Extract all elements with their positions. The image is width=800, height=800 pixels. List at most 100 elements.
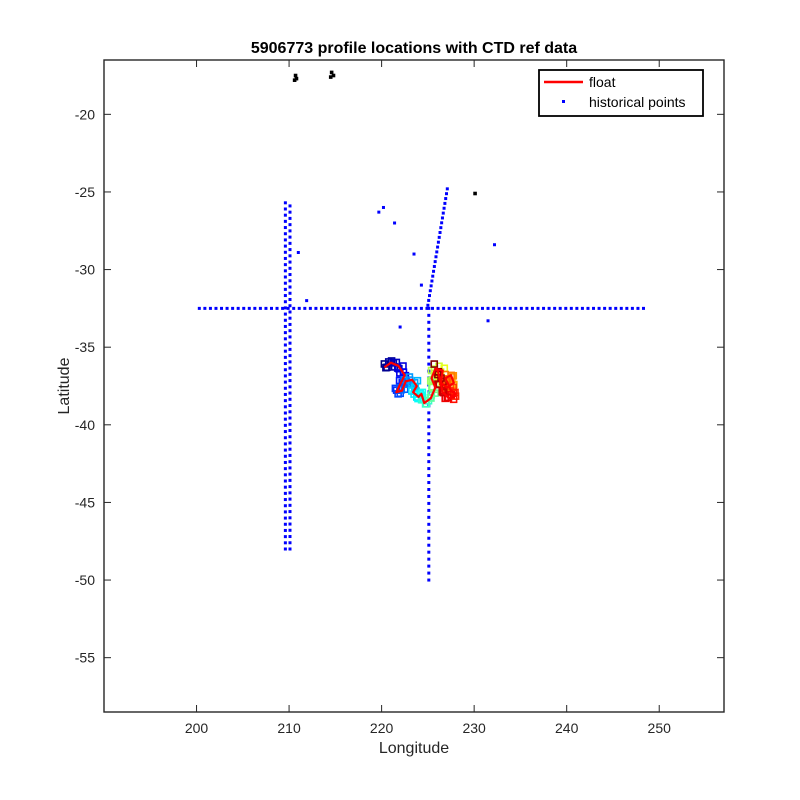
historical-point <box>434 255 438 259</box>
historical-point <box>283 263 287 267</box>
historical-point <box>283 479 287 483</box>
historical-point <box>427 348 431 352</box>
historical-point <box>530 306 534 310</box>
historical-point <box>428 294 431 298</box>
historical-point <box>288 322 292 326</box>
historical-point <box>288 366 292 370</box>
historical-point <box>364 306 368 310</box>
historical-point <box>427 578 431 582</box>
historical-point <box>283 232 287 236</box>
plot-frame <box>103 59 725 713</box>
historical-point <box>288 447 292 451</box>
historical-point <box>283 219 287 223</box>
y-tick-label: -55 <box>75 650 95 666</box>
historical-point <box>283 535 287 539</box>
historical-point <box>427 334 431 338</box>
historical-point <box>469 306 473 310</box>
historical-point <box>297 306 301 310</box>
y-tick-label: -20 <box>75 106 95 122</box>
land-point <box>473 191 477 196</box>
historical-point <box>288 497 292 501</box>
historical-point <box>427 425 431 429</box>
historical-point <box>288 428 292 432</box>
y-axis-label: Latitude <box>56 357 73 414</box>
historical-point <box>288 273 292 277</box>
historical-point <box>569 306 573 310</box>
historical-point <box>283 528 287 532</box>
historical-point <box>427 298 431 302</box>
historical-point <box>288 547 292 551</box>
historical-point <box>288 304 292 308</box>
historical-point <box>525 306 529 310</box>
y-tick-label: -45 <box>75 494 95 510</box>
historical-point <box>430 279 434 283</box>
historical-point <box>288 254 292 258</box>
profile-marker <box>430 360 439 368</box>
historical-point <box>288 397 292 401</box>
historical-point <box>283 417 287 421</box>
historical-point <box>283 467 287 471</box>
historical-point <box>347 306 351 310</box>
historical-point <box>412 252 416 256</box>
historical-point <box>325 306 329 310</box>
y-tick-label: -40 <box>75 417 95 433</box>
historical-point <box>440 216 444 220</box>
historical-point <box>253 306 257 310</box>
y-tick-label: -50 <box>75 572 95 588</box>
historical-point <box>398 325 402 329</box>
historical-point <box>288 528 292 532</box>
x-tick-label: 250 <box>648 720 672 736</box>
historical-point <box>493 243 497 247</box>
historical-point <box>283 244 287 248</box>
historical-point <box>288 541 292 545</box>
historical-point <box>331 306 335 310</box>
historical-point <box>283 355 287 359</box>
historical-point <box>427 341 431 345</box>
historical-point <box>283 430 287 434</box>
historical-point <box>283 473 287 477</box>
historical-point <box>436 240 440 244</box>
historical-point <box>427 536 431 540</box>
chart-title: 5906773 profile locations with CTD ref d… <box>251 40 577 57</box>
historical-point <box>288 453 292 457</box>
historical-point <box>445 187 449 191</box>
historical-point <box>314 306 318 310</box>
historical-point <box>288 491 292 495</box>
historical-point <box>336 306 340 310</box>
historical-point <box>283 256 287 260</box>
historical-point <box>283 485 287 489</box>
historical-point <box>283 516 287 520</box>
historical-point <box>427 550 431 554</box>
x-tick-label: 210 <box>277 720 301 736</box>
historical-point <box>427 522 431 526</box>
historical-point <box>283 405 287 409</box>
historical-point <box>283 306 287 310</box>
historical-point <box>553 306 557 310</box>
historical-point <box>492 306 496 310</box>
historical-point <box>435 250 439 254</box>
historical-point <box>283 343 287 347</box>
historical-point <box>258 306 262 310</box>
historical-point <box>458 306 462 310</box>
historical-point <box>288 410 292 414</box>
y-axis: -20 -25 -30 -35 -40 -45 -50 -55 <box>75 106 724 666</box>
historical-point <box>283 504 287 508</box>
historical-point <box>283 491 287 495</box>
historical-point <box>619 306 623 310</box>
historical-point <box>603 306 607 310</box>
historical-point <box>288 248 292 252</box>
legend-box <box>538 69 704 117</box>
historical-point <box>283 547 287 551</box>
historical-point <box>427 453 431 457</box>
historical-point <box>288 391 292 395</box>
land-point <box>294 76 299 81</box>
historical-point <box>283 386 287 390</box>
land-point <box>292 78 297 82</box>
historical-point <box>288 279 292 283</box>
historical-point <box>281 306 285 310</box>
historical-point <box>283 294 287 298</box>
historical-point <box>288 235 292 239</box>
historical-point <box>427 487 431 491</box>
historical-point <box>447 306 451 310</box>
